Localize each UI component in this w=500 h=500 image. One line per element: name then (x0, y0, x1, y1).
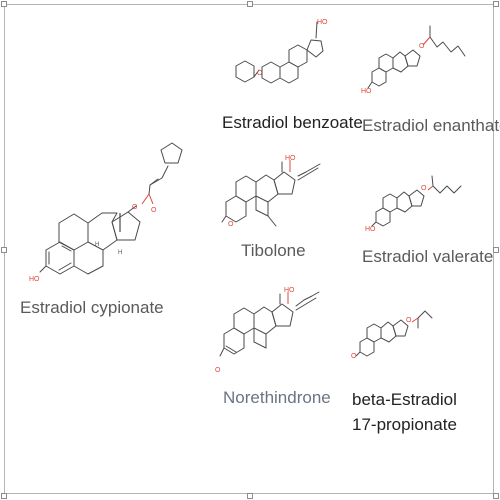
molecule-name-estradiol-benzoate: Estradiol benzoate (222, 113, 363, 132)
oxygen-atom-label: O (257, 70, 263, 77)
hydroxyl-atom-label: HO (29, 276, 40, 283)
oxygen-atom-label: O (351, 353, 357, 360)
molecule-name-estradiol-cypionate: Estradiol cypionate (20, 298, 164, 317)
molecule-name-tibolone: Tibolone (241, 241, 306, 260)
resize-handle-middle-left[interactable] (1, 247, 7, 253)
resize-handle-top-right[interactable] (493, 1, 499, 7)
resize-handle-bottom-left[interactable] (1, 493, 7, 499)
resize-handle-top-center[interactable] (247, 1, 253, 7)
oxygen-atom-label: O (228, 221, 234, 228)
resize-handle-bottom-right[interactable] (493, 493, 499, 499)
molecule-name-norethindrone: Norethindrone (223, 388, 331, 407)
oxygen-atom-label: O (215, 367, 221, 374)
hydrogen-atom-label: H (118, 250, 122, 256)
hydroxyl-atom-label: HO (284, 287, 295, 294)
oxygen-atom-label: O (419, 43, 425, 50)
hydrogen-atom-label: H (95, 242, 99, 248)
molecule-name-beta-estradiol-17-propionate: beta-Estradiol 17-propionate (352, 390, 457, 434)
hydroxyl-atom-label: HO (285, 155, 296, 162)
resize-handle-bottom-center[interactable] (247, 493, 253, 499)
oxygen-atom-label: O (132, 204, 138, 211)
resize-handle-top-left[interactable] (1, 1, 7, 7)
oxygen-atom-label: O (421, 185, 427, 192)
hydroxyl-atom-label: HO (317, 19, 328, 26)
oxygen-atom-label: O (151, 207, 157, 214)
molecule-name-estradiol-valerate: Estradiol valerate (362, 247, 494, 266)
resize-handle-middle-right[interactable] (493, 247, 499, 253)
hydroxyl-atom-label: HO (361, 88, 372, 95)
molecule-name-estradiol-enanthate: Estradiol enanthate (362, 116, 500, 135)
hydroxyl-atom-label: HO (365, 226, 376, 233)
oxygen-atom-label: O (406, 317, 412, 324)
